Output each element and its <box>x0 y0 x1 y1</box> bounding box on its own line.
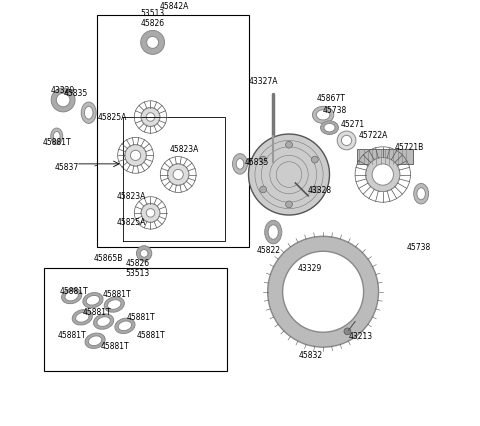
Text: 45822: 45822 <box>257 245 281 254</box>
Circle shape <box>312 187 318 193</box>
Circle shape <box>283 252 364 332</box>
Text: 45881T: 45881T <box>103 289 132 298</box>
Ellipse shape <box>61 289 82 304</box>
Bar <box>357 150 413 164</box>
Circle shape <box>51 89 75 112</box>
Circle shape <box>146 113 155 122</box>
Circle shape <box>341 136 352 146</box>
Ellipse shape <box>118 321 132 331</box>
Ellipse shape <box>268 225 278 240</box>
Ellipse shape <box>84 107 93 120</box>
Ellipse shape <box>232 154 248 175</box>
Circle shape <box>136 246 152 262</box>
Circle shape <box>286 201 292 208</box>
Circle shape <box>260 157 266 164</box>
Text: 45823A: 45823A <box>116 192 146 201</box>
Text: 43328: 43328 <box>307 185 332 195</box>
Text: 45832: 45832 <box>298 350 323 359</box>
Ellipse shape <box>414 184 429 204</box>
Text: 45722A: 45722A <box>359 130 388 139</box>
Text: 45738: 45738 <box>407 242 432 251</box>
Text: 45881T: 45881T <box>58 330 86 339</box>
Ellipse shape <box>316 110 330 121</box>
Text: 45837: 45837 <box>55 163 79 172</box>
Ellipse shape <box>65 291 78 301</box>
Circle shape <box>146 209 155 218</box>
Text: 45881T: 45881T <box>127 312 156 321</box>
Text: 45835: 45835 <box>63 89 88 98</box>
Text: 45823A: 45823A <box>169 145 199 154</box>
Ellipse shape <box>115 318 135 334</box>
Ellipse shape <box>88 336 102 346</box>
Circle shape <box>147 37 158 49</box>
Circle shape <box>286 142 292 149</box>
Ellipse shape <box>53 132 60 141</box>
Circle shape <box>56 94 70 107</box>
Circle shape <box>140 250 148 258</box>
Ellipse shape <box>236 159 244 170</box>
Circle shape <box>141 108 160 127</box>
Text: 45881T: 45881T <box>82 308 111 317</box>
Text: 43213: 43213 <box>348 331 373 340</box>
Text: 45826
53513: 45826 53513 <box>126 258 150 277</box>
Text: 45842A: 45842A <box>159 3 189 12</box>
Ellipse shape <box>81 103 96 124</box>
Text: 45738: 45738 <box>323 106 348 115</box>
Circle shape <box>125 145 146 167</box>
Ellipse shape <box>83 293 103 308</box>
Ellipse shape <box>86 296 100 305</box>
Text: 53513
45826: 53513 45826 <box>141 9 165 29</box>
Text: 45825A: 45825A <box>116 217 146 226</box>
Circle shape <box>372 164 394 186</box>
Ellipse shape <box>265 221 282 244</box>
Text: 43327A: 43327A <box>249 77 278 86</box>
Circle shape <box>168 164 189 186</box>
Text: 45271: 45271 <box>341 120 365 129</box>
Circle shape <box>366 158 400 192</box>
Ellipse shape <box>312 107 334 124</box>
Circle shape <box>312 157 318 164</box>
Text: 45825A: 45825A <box>97 113 127 122</box>
Ellipse shape <box>324 124 335 132</box>
Ellipse shape <box>321 121 338 135</box>
Circle shape <box>249 135 329 216</box>
Ellipse shape <box>104 297 124 312</box>
Circle shape <box>141 32 165 55</box>
Bar <box>44 269 227 371</box>
Text: 43329: 43329 <box>298 263 322 272</box>
Ellipse shape <box>108 300 121 310</box>
Ellipse shape <box>97 317 110 327</box>
Ellipse shape <box>76 313 89 322</box>
Text: 45721B: 45721B <box>394 143 423 152</box>
Text: 45865B: 45865B <box>93 253 122 262</box>
Text: 45881T: 45881T <box>100 342 129 351</box>
Circle shape <box>173 170 183 180</box>
Circle shape <box>268 237 379 347</box>
Circle shape <box>337 132 356 150</box>
Ellipse shape <box>51 129 63 145</box>
Text: 43329: 43329 <box>50 86 74 95</box>
Circle shape <box>131 151 141 161</box>
Text: 45881T: 45881T <box>60 286 88 295</box>
Circle shape <box>344 328 351 335</box>
Ellipse shape <box>94 314 114 329</box>
Ellipse shape <box>417 188 425 200</box>
Text: 45881T: 45881T <box>43 138 72 147</box>
Text: 45881T: 45881T <box>137 330 166 339</box>
Text: 45835: 45835 <box>244 158 268 167</box>
Circle shape <box>141 204 160 223</box>
Ellipse shape <box>72 310 92 325</box>
Text: 45867T: 45867T <box>317 94 346 103</box>
Ellipse shape <box>85 333 105 348</box>
Circle shape <box>260 187 266 193</box>
Bar <box>97 16 249 248</box>
